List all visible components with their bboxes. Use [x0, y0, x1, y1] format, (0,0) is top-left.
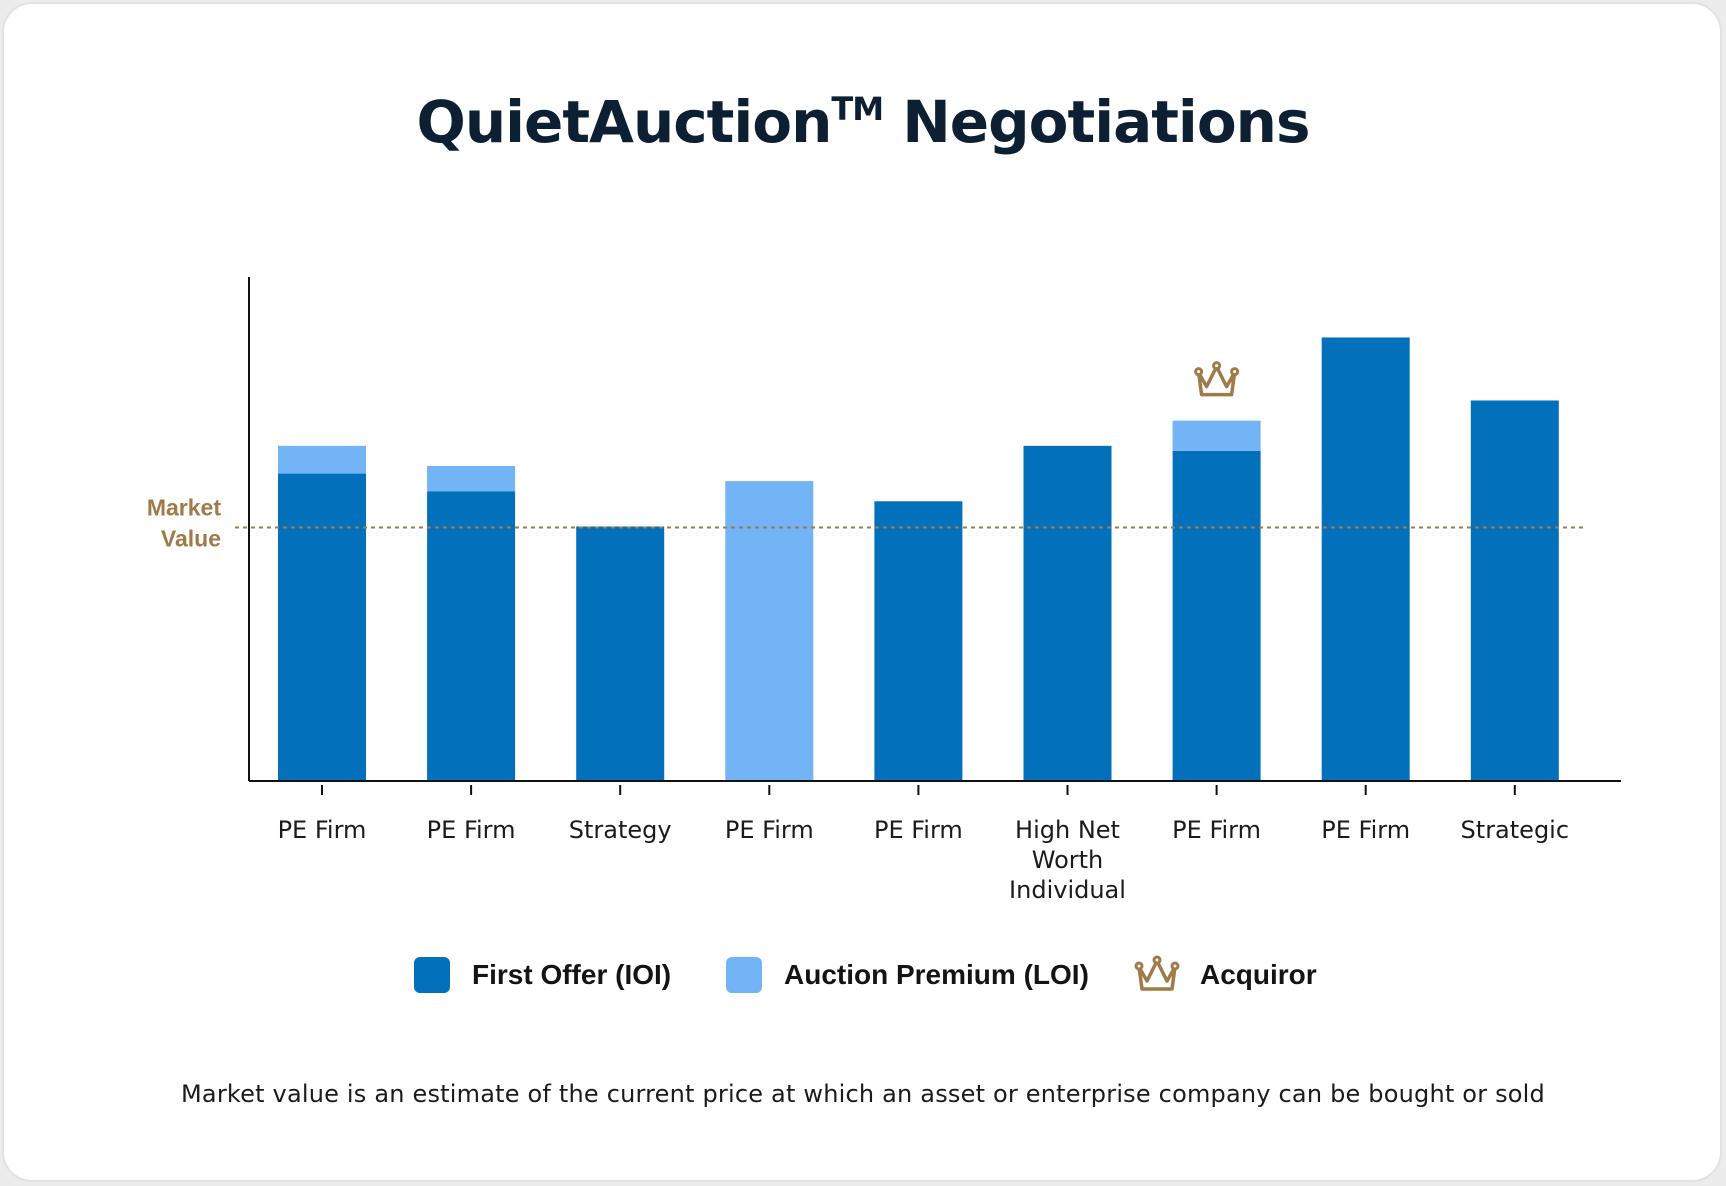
- bar-auction-premium-1: [278, 445, 366, 474]
- bar-auction-premium-4: [725, 481, 814, 781]
- legend-item-first-offer: First Offer (IOI): [414, 953, 671, 997]
- bar-first-offer-7: [1172, 450, 1261, 781]
- acquiror-crown-icon: [1194, 361, 1240, 397]
- x-tick-label-5: PE Firm: [874, 816, 963, 844]
- x-tick-label-6: High Net Worth Individual: [1009, 816, 1126, 904]
- x-tick-label-1: PE Firm: [278, 816, 367, 844]
- legend-label-auction-premium: Auction Premium (LOI): [784, 959, 1089, 990]
- bar-first-offer-2: [427, 491, 516, 781]
- legend: First Offer (IOI) Auction Premium (LOI) …: [0, 953, 1726, 997]
- legend-item-auction-premium: Auction Premium (LOI): [726, 953, 1089, 997]
- title-trademark: TM: [831, 90, 884, 128]
- crown-icon: [1134, 955, 1180, 991]
- legend-item-acquiror: Acquiror: [1134, 953, 1317, 997]
- legend-label-first-offer: First Offer (IOI): [472, 959, 672, 990]
- bar-first-offer-6: [1023, 445, 1112, 781]
- x-tick-label-9: Strategic: [1461, 816, 1570, 844]
- x-tick-label-8: PE Firm: [1321, 816, 1410, 844]
- bar-first-offer-9: [1470, 400, 1559, 781]
- bar-auction-premium-2: [427, 466, 516, 492]
- title-rest: Negotiations: [883, 88, 1310, 156]
- legend-label-acquiror: Acquiror: [1200, 959, 1317, 990]
- bar-first-offer-3: [576, 526, 665, 781]
- x-tick-label-7: PE Firm: [1172, 816, 1261, 844]
- market-value-label-line2: Value: [161, 525, 221, 551]
- x-tick-label-3: Strategy: [569, 816, 672, 844]
- bar-first-offer-1: [278, 473, 366, 781]
- legend-swatch-auction-premium: [726, 957, 762, 993]
- x-tick-label-2: PE Firm: [427, 816, 516, 844]
- x-tick-label-4: PE Firm: [725, 816, 814, 844]
- market-value-label-line1: Market: [147, 494, 221, 520]
- bar-first-offer-8: [1321, 337, 1410, 781]
- legend-swatch-first-offer: [414, 957, 450, 993]
- bar-auction-premium-7: [1172, 420, 1261, 451]
- bar-first-offer-5: [874, 501, 963, 781]
- footnote: Market value is an estimate of the curre…: [181, 1080, 1545, 1108]
- title-main: QuietAuction: [416, 88, 833, 156]
- chart-title: QuietAuctionTM Negotiations: [0, 88, 1726, 156]
